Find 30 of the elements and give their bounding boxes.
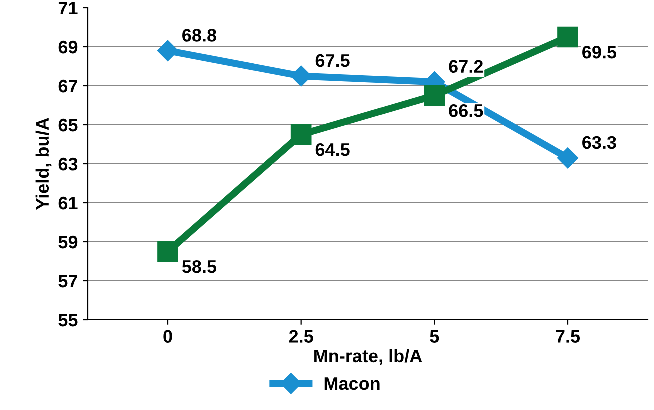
point <box>558 26 578 48</box>
y-tick-label: 69 <box>58 40 78 54</box>
data-label: 67.2 <box>449 60 483 74</box>
x-tick-label: 7.5 <box>556 330 580 343</box>
point <box>158 241 178 262</box>
data-label: 63.3 <box>582 136 616 150</box>
y-tick-label: 57 <box>58 275 78 288</box>
x-axis-title: Mn-rate, lb/A <box>314 349 422 366</box>
data-label: 64.5 <box>316 143 350 156</box>
data-label: 68.8 <box>182 29 216 42</box>
x-tick-label: 5 <box>430 330 440 343</box>
point <box>290 124 312 146</box>
x-tick-label: 0 <box>164 330 172 343</box>
point <box>557 148 579 169</box>
x-tick-label: 2.5 <box>289 330 314 343</box>
y-tick-label: 61 <box>58 196 78 210</box>
y-tick-label: 59 <box>58 236 78 249</box>
y-tick-label: 65 <box>58 118 78 132</box>
data-label: 58.5 <box>182 260 217 274</box>
y-tick-label: 71 <box>58 2 78 15</box>
y-tick-label: 67 <box>58 80 78 93</box>
data-label: 69.5 <box>582 46 617 59</box>
data-label: 67.5 <box>316 54 350 68</box>
y-tick-label: 55 <box>58 314 78 327</box>
y-axis-title: Yield, bu/A <box>36 118 52 210</box>
y-tick-label: 63 <box>58 158 78 171</box>
data-label: 66.5 <box>449 104 484 118</box>
legend-label: Macon <box>324 378 380 390</box>
point <box>157 40 179 62</box>
point <box>424 85 446 106</box>
